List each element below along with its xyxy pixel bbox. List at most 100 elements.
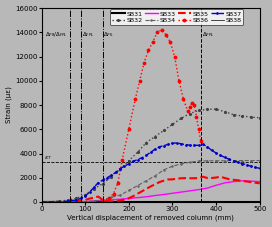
SB33 [180,191,183,193]
SB37 [249,165,253,168]
SB35 [180,177,183,180]
SB35 [232,178,235,181]
SB32 [215,108,218,111]
SB31 [127,201,131,203]
SB37 [101,179,104,182]
SB32 [180,117,183,120]
SB37 [184,143,187,146]
SB35 [245,180,248,183]
SB36 [107,197,111,200]
SB34 [40,201,43,203]
SB37 [84,195,87,197]
SB32 [188,112,191,115]
SB35 [241,180,244,182]
SB37 [215,152,218,154]
SB37 [149,151,152,154]
SB37 [118,167,122,170]
SB36 [186,110,189,112]
SB32 [66,199,69,202]
SB31 [215,201,218,203]
SB35 [171,178,174,181]
SB34 [110,196,113,199]
SB35 [110,200,113,203]
SB32 [232,113,235,116]
SB35 [249,181,253,183]
SB35 [153,183,157,186]
SB31 [105,201,109,203]
SB37 [140,156,144,159]
SB35 [188,177,191,180]
SB32 [110,175,113,178]
SB35 [175,177,178,180]
SB37 [40,201,43,203]
SB32 [153,135,157,138]
SB37 [49,201,52,203]
SB34 [57,201,61,203]
SB31 [149,201,152,203]
SB35 [197,177,200,179]
Text: $\Delta_{P8}/\Delta_{FPL}$: $\Delta_{P8}/\Delta_{FPL}$ [45,30,68,39]
SB33 [171,192,174,195]
SB33 [49,201,52,203]
SB35 [114,200,117,203]
Line: SB37: SB37 [40,142,261,203]
SB35 [92,196,95,199]
SB37 [166,143,170,146]
SB37 [153,148,157,151]
SB37 [175,142,178,144]
SB37 [92,186,95,189]
SB35 [118,199,122,202]
SB35 [236,179,240,182]
SB34 [249,159,253,162]
SB35 [70,200,74,203]
Line: SB33: SB33 [42,181,260,202]
SB37 [180,143,183,145]
SB35 [219,175,222,178]
SB32 [118,168,122,171]
SB37 [228,158,231,161]
SB34 [153,175,157,177]
SB37 [105,176,109,179]
SB35 [223,177,227,179]
SB37 [245,163,248,166]
SB35 [193,177,196,180]
SB32 [258,116,261,119]
Line: SB36: SB36 [100,27,203,204]
SB33 [162,193,165,196]
SB37 [223,156,227,159]
SB31 [193,201,196,203]
Text: $\Delta_{PPL}$: $\Delta_{PPL}$ [202,30,214,39]
Line: SB35: SB35 [42,177,260,202]
SB37 [66,200,69,202]
SB31 [236,201,240,203]
SB35 [258,182,261,185]
SB35 [101,198,104,201]
SB36 [190,101,194,104]
SB36 [134,98,137,100]
SB33 [66,201,69,203]
SB33 [153,194,157,197]
SB37 [232,159,235,162]
SB35 [75,200,78,203]
SB36 [147,49,150,52]
SB36 [138,79,141,82]
SB32 [162,129,165,132]
SB34 [49,201,52,203]
SB35 [132,195,135,197]
SB32 [101,183,104,185]
SB33 [84,200,87,203]
SB32 [241,115,244,117]
SB36 [116,181,119,184]
SB34 [241,159,244,162]
SB35 [140,190,144,193]
SB33 [232,180,235,183]
SB32 [145,141,148,144]
SB32 [197,109,200,112]
SB35 [79,199,82,202]
SB37 [145,154,148,157]
SB35 [84,199,87,201]
SB36 [195,116,198,118]
SB34 [215,159,218,162]
SB35 [88,197,91,200]
SB37 [162,144,165,147]
